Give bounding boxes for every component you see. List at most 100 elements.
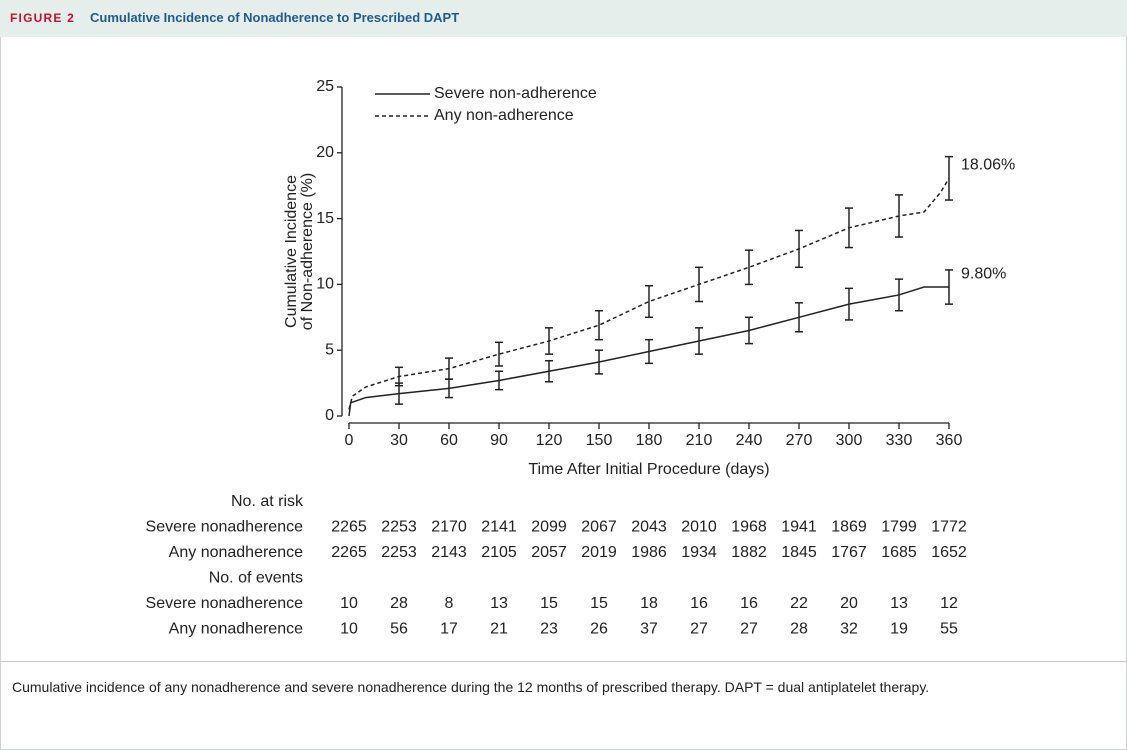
y-tick-label: 0 (325, 407, 334, 424)
x-tick-label: 270 (786, 432, 813, 449)
table-cell: 2265 (331, 544, 367, 561)
error-bar (845, 207, 853, 249)
table-cell: 2099 (531, 519, 567, 536)
x-tick-label: 330 (886, 432, 913, 449)
table-cell: 13 (490, 595, 508, 612)
table-cell: 19 (890, 621, 908, 638)
x-tick-label: 60 (440, 432, 458, 449)
end-label: 18.06% (961, 157, 1015, 174)
table-cell: 1652 (931, 544, 967, 561)
table-cell: 56 (390, 621, 408, 638)
table-cell: 22 (790, 595, 808, 612)
table-row-label: Any nonadherence (169, 621, 303, 638)
error-bar (595, 309, 603, 341)
error-bar (895, 278, 903, 312)
table-section-title: No. of events (209, 570, 303, 587)
table-cell: 1685 (881, 544, 917, 561)
error-bar (795, 229, 803, 269)
table-section-title: No. at risk (231, 493, 304, 510)
table-cell: 8 (445, 595, 454, 612)
x-tick-label: 90 (490, 432, 508, 449)
table-cell: 37 (640, 621, 658, 638)
x-tick-label: 360 (936, 432, 963, 449)
error-bar (495, 370, 503, 391)
legend-label: Any non-adherence (434, 107, 574, 124)
table-cell: 1772 (931, 519, 967, 536)
y-axis-title-line: of Non-adherence (%) (299, 173, 316, 330)
table-cell: 16 (690, 595, 708, 612)
x-tick-label: 120 (536, 432, 563, 449)
table-cell: 13 (890, 595, 908, 612)
table-cell: 2253 (381, 544, 417, 561)
figure-label: FIGURE 2 (10, 11, 75, 25)
table-cell: 1799 (881, 519, 917, 536)
table-cell: 1986 (631, 544, 667, 561)
table-row-label: Any nonadherence (169, 544, 303, 561)
error-bar (445, 357, 453, 380)
error-bar (645, 284, 653, 319)
caption: Cumulative incidence of any nonadherence… (12, 679, 930, 695)
x-tick-label: 300 (836, 432, 863, 449)
chart: 0 5 10 15 20 25 0 30 60 90 120 150 180 210 240 270 300 33… (146, 78, 1016, 638)
table-cell: 1869 (831, 519, 867, 536)
legend-label: Severe non-adherence (434, 85, 597, 102)
error-bar (495, 341, 503, 367)
error-bar (745, 316, 753, 345)
error-bar (795, 302, 803, 333)
table-cell: 2253 (381, 519, 417, 536)
error-bar (695, 266, 703, 303)
table-cell: 16 (740, 595, 758, 612)
y-tick-label: 20 (316, 144, 334, 161)
table-cell: 55 (940, 621, 958, 638)
table-cell: 32 (840, 621, 858, 638)
table-cell: 1941 (781, 519, 817, 536)
table-cell: 2265 (331, 519, 367, 536)
x-tick-label: 180 (636, 432, 663, 449)
table-cell: 12 (940, 595, 958, 612)
table-cell: 1845 (781, 544, 817, 561)
end-label: 9.80% (961, 265, 1006, 282)
figure-header: FIGURE 2 Cumulative Incidence of Nonadhe… (0, 0, 1127, 37)
table-cell: 2143 (431, 544, 467, 561)
table-cell: 1882 (731, 544, 767, 561)
table-cell: 28 (790, 621, 808, 638)
y-tick-label: 5 (325, 341, 334, 358)
x-tick-label: 240 (736, 432, 763, 449)
table-cell: 27 (740, 621, 758, 638)
table-cell: 2141 (481, 519, 517, 536)
x-tick-label: 0 (345, 432, 354, 449)
table-cell: 28 (390, 595, 408, 612)
table-cell: 2019 (581, 544, 617, 561)
table-row-label: Severe nonadherence (146, 595, 304, 612)
table-cell: 20 (840, 595, 858, 612)
table-cell: 10 (340, 595, 358, 612)
error-bar (895, 194, 903, 238)
y-tick-label: 25 (316, 78, 334, 95)
error-bar (745, 249, 753, 286)
error-bar (645, 338, 653, 365)
error-bar (545, 327, 553, 355)
table-cell: 2170 (431, 519, 467, 536)
x-tick-label: 30 (390, 432, 408, 449)
table-cell: 2010 (681, 519, 717, 536)
error-bar (545, 359, 553, 383)
table-cell: 15 (540, 595, 558, 612)
error-bar (945, 155, 953, 201)
table-cell: 18 (640, 595, 658, 612)
y-axis-title: Cumulative Incidenceof Non-adherence (%) (283, 173, 316, 330)
y-tick-label: 15 (316, 210, 334, 227)
table-cell: 10 (340, 621, 358, 638)
table-cell: 27 (690, 621, 708, 638)
error-bar (845, 287, 853, 321)
divider (0, 661, 1127, 662)
series-line (348, 286, 949, 417)
table-cell: 21 (490, 621, 508, 638)
x-axis-title: Time After Initial Procedure (days) (528, 461, 769, 478)
error-bar (395, 366, 403, 387)
y-tick-label: 10 (316, 276, 334, 293)
error-bar (595, 349, 603, 375)
table-cell: 2043 (631, 519, 667, 536)
table-row-label: Severe nonadherence (146, 519, 304, 536)
x-tick-label: 210 (686, 432, 713, 449)
